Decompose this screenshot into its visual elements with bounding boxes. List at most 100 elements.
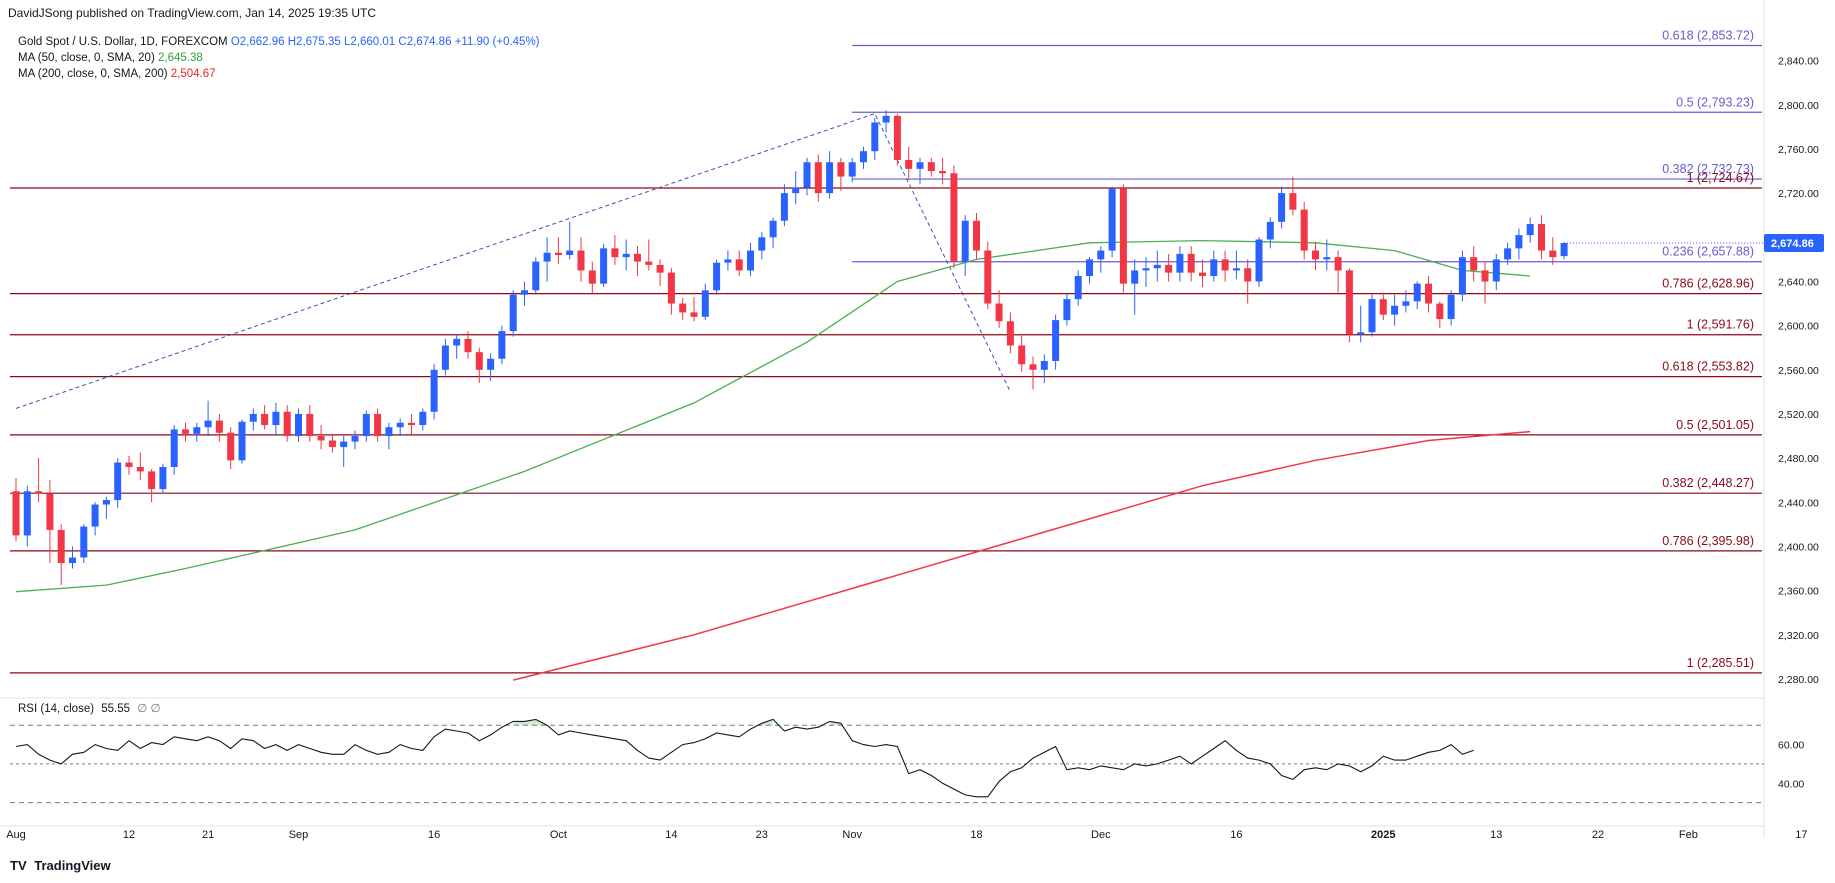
candle-body[interactable] [1492, 259, 1500, 282]
candle-body[interactable] [91, 504, 99, 527]
candle-body[interactable] [1153, 264, 1161, 269]
candle-body[interactable] [1481, 270, 1489, 282]
candle-body[interactable] [1560, 242, 1568, 257]
candle-body[interactable] [1131, 270, 1139, 284]
candle-body[interactable] [1402, 301, 1410, 306]
candle-body[interactable] [102, 500, 110, 505]
candle-body[interactable] [1447, 294, 1455, 320]
candle-body[interactable] [328, 440, 336, 448]
candle-body[interactable] [1504, 248, 1512, 260]
candle-body[interactable] [170, 429, 178, 467]
candle-body[interactable] [656, 264, 664, 273]
candle-body[interactable] [792, 187, 800, 194]
candle-body[interactable] [1074, 275, 1082, 300]
candle-body[interactable] [249, 413, 257, 422]
candle-body[interactable] [758, 237, 766, 251]
candle-body[interactable] [780, 193, 788, 221]
candle-body[interactable] [927, 162, 935, 172]
candle-body[interactable] [227, 432, 235, 461]
candle-body[interactable] [973, 220, 980, 251]
candle-body[interactable] [1289, 193, 1297, 210]
candle-body[interactable] [1515, 235, 1523, 249]
candle-body[interactable] [679, 303, 687, 313]
candle-body[interactable] [396, 422, 404, 428]
candle-body[interactable] [261, 413, 269, 426]
candle-body[interactable] [1142, 268, 1150, 271]
candle-body[interactable] [125, 462, 133, 467]
candle-body[interactable] [1165, 264, 1173, 273]
candle-body[interactable] [611, 248, 619, 258]
candle-body[interactable] [600, 248, 608, 284]
candle-body[interactable] [667, 272, 675, 304]
ma50-row[interactable]: MA (50, close, 0, SMA, 20) 2,645.38 [18, 50, 540, 66]
candle-body[interactable] [475, 352, 483, 370]
tradingview-logo[interactable]: TV TradingView [10, 858, 111, 873]
candle-body[interactable] [374, 413, 382, 437]
candle-body[interactable] [351, 436, 359, 442]
candle-body[interactable] [543, 252, 551, 262]
candle-body[interactable] [1108, 188, 1116, 251]
candle-body[interactable] [1278, 193, 1286, 222]
candle-body[interactable] [1425, 283, 1432, 304]
candle-body[interactable] [747, 250, 754, 271]
candle-body[interactable] [272, 411, 280, 426]
candle-body[interactable] [634, 253, 641, 262]
candle-body[interactable] [182, 429, 189, 434]
candle-body[interactable] [814, 162, 822, 194]
candle-body[interactable] [701, 290, 709, 317]
candle-body[interactable] [136, 466, 144, 472]
candle-body[interactable] [1391, 305, 1399, 315]
candle-body[interactable] [57, 529, 65, 564]
candle-body[interactable] [871, 122, 879, 152]
candle-body[interactable] [238, 421, 246, 461]
candle-body[interactable] [939, 171, 947, 174]
candle-body[interactable] [1232, 268, 1240, 271]
candle-body[interactable] [554, 252, 562, 255]
candle-body[interactable] [588, 270, 596, 284]
candle-body[interactable] [532, 261, 540, 291]
candle-body[interactable] [1470, 257, 1478, 271]
candle-body[interactable] [577, 250, 585, 271]
candle-body[interactable] [1176, 253, 1184, 273]
candle-body[interactable] [848, 162, 856, 177]
candle-body[interactable] [340, 441, 348, 448]
candle-body[interactable] [317, 436, 325, 441]
candle-body[interactable] [1368, 299, 1376, 333]
candle-body[interactable] [713, 262, 721, 291]
candle-body[interactable] [1029, 364, 1037, 370]
candle-body[interactable] [1097, 250, 1105, 260]
candle-body[interactable] [1413, 283, 1421, 302]
candle-body[interactable] [215, 420, 223, 433]
candle-body[interactable] [1526, 224, 1534, 236]
candle-body[interactable] [521, 290, 528, 295]
candle-body[interactable] [498, 331, 506, 359]
candle-body[interactable] [961, 220, 969, 262]
candle-body[interactable] [509, 294, 517, 332]
candle-body[interactable] [487, 358, 495, 370]
candle-body[interactable] [1052, 320, 1060, 361]
candle-body[interactable] [362, 413, 370, 437]
candle-body[interactable] [1006, 321, 1014, 346]
candle-body[interactable] [1063, 299, 1071, 321]
candle-body[interactable] [984, 250, 992, 304]
candle-body[interactable] [735, 259, 743, 271]
candle-body[interactable] [1210, 259, 1218, 276]
candle-body[interactable] [419, 411, 427, 426]
candle-body[interactable] [860, 151, 867, 163]
candle-body[interactable] [1458, 257, 1466, 295]
candle-body[interactable] [1244, 268, 1252, 282]
candle-body[interactable] [566, 250, 574, 255]
candle-body[interactable] [995, 303, 1003, 322]
candle-body[interactable] [950, 173, 958, 262]
candle-body[interactable] [80, 526, 88, 558]
candle-body[interactable] [46, 493, 54, 530]
symbol-row[interactable]: Gold Spot / U.S. Dollar, 1D, FOREXCOM O2… [18, 34, 540, 50]
candle-body[interactable] [1538, 224, 1545, 251]
candle-body[interactable] [1323, 257, 1331, 260]
candle-body[interactable] [916, 162, 924, 169]
candle-body[interactable] [430, 369, 438, 412]
candle-body[interactable] [1357, 332, 1365, 335]
candle-body[interactable] [12, 491, 20, 536]
candle-body[interactable] [1119, 188, 1127, 284]
candle-body[interactable] [193, 427, 201, 434]
